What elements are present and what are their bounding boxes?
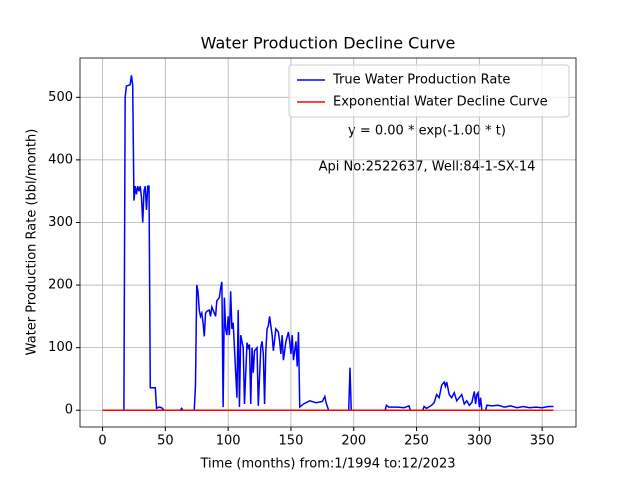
x-tick-label: 250 — [404, 434, 429, 449]
plot-frame — [79, 57, 577, 428]
y-tick-label: 300 — [48, 215, 73, 230]
x-axis-label: Time (months) from:1/1994 to:12/2023 — [199, 457, 455, 472]
x-tick-label: 100 — [216, 434, 241, 449]
x-tick-label: 300 — [467, 434, 492, 449]
y-axis-label: Water Production Rate (bbl/month) — [25, 129, 40, 356]
legend-box — [288, 64, 570, 118]
y-tick-label: 200 — [48, 278, 73, 293]
y-tick-label: 400 — [48, 152, 73, 167]
x-tick-label: 200 — [341, 434, 366, 449]
chart-title: Water Production Decline Curve — [201, 34, 456, 53]
y-tick-label: 0 — [65, 403, 73, 418]
x-tick-label: 0 — [98, 434, 106, 449]
well-annotation: Api No:2522637, Well:84-1-SX-14 — [319, 160, 536, 175]
y-tick-label: 100 — [48, 340, 73, 355]
x-tick-label: 150 — [279, 434, 304, 449]
x-tick-label: 50 — [157, 434, 174, 449]
y-tick-label: 500 — [48, 90, 73, 105]
legend-label: Exponential Water Decline Curve — [333, 95, 548, 110]
x-tick-label: 350 — [530, 434, 555, 449]
data-line — [102, 75, 554, 411]
equation-annotation: y = 0.00 * exp(-1.00 * t) — [348, 124, 506, 139]
legend-label: True Water Production Rate — [332, 73, 510, 88]
